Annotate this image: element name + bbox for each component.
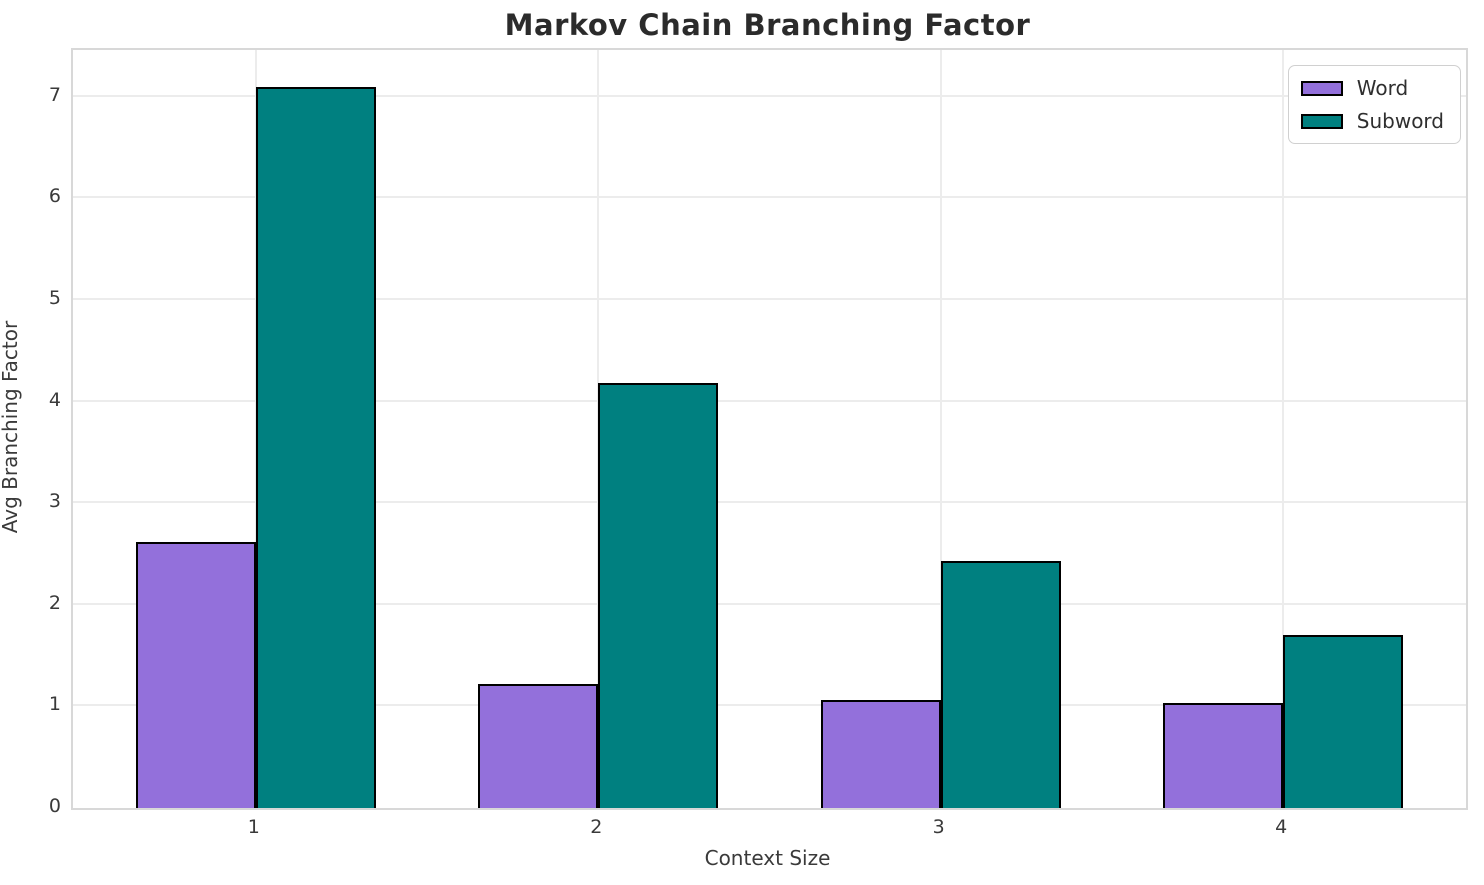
- bar-word-3: [820, 700, 941, 808]
- bar-subword-3: [940, 561, 1061, 808]
- legend-label: Subword: [1356, 109, 1444, 133]
- gridline-vertical: [1282, 50, 1285, 808]
- gridline-horizontal: [73, 399, 1466, 402]
- x-tick-label: 3: [932, 816, 945, 838]
- y-tick-label: 1: [48, 693, 61, 716]
- y-tick-label: 0: [48, 795, 61, 817]
- gridline-horizontal: [73, 297, 1466, 300]
- gridline-horizontal: [73, 602, 1466, 605]
- y-tick-label: 2: [48, 591, 61, 614]
- x-axis-label: Context Size: [704, 846, 831, 870]
- legend-item-subword: Subword: [1300, 109, 1444, 133]
- gridline-horizontal: [73, 94, 1466, 97]
- x-tick-label: 2: [590, 816, 603, 838]
- bar-subword-1: [255, 86, 376, 808]
- legend-label: Word: [1356, 76, 1409, 100]
- plot-area: Word Subword: [71, 48, 1468, 810]
- bar-subword-2: [598, 383, 719, 808]
- y-tick-label: 5: [48, 286, 61, 309]
- gridline-horizontal: [73, 196, 1466, 199]
- gridline-vertical: [939, 50, 942, 808]
- legend-item-word: Word: [1300, 76, 1444, 100]
- bar-word-1: [136, 541, 256, 808]
- y-tick-label: 4: [48, 388, 61, 411]
- x-tick-label: 4: [1275, 816, 1288, 838]
- bar-word-2: [478, 684, 599, 808]
- y-tick-label: 3: [48, 490, 61, 513]
- gridline-horizontal: [73, 501, 1466, 504]
- bar-word-4: [1163, 703, 1284, 808]
- legend-swatch-subword: [1300, 113, 1343, 129]
- legend-swatch-word: [1300, 80, 1343, 96]
- chart-title: Markov Chain Branching Factor: [504, 8, 1031, 42]
- gridline-horizontal: [73, 704, 1466, 707]
- legend: Word Subword: [1287, 65, 1461, 144]
- y-tick-label: 7: [48, 83, 61, 106]
- bar-subword-4: [1283, 635, 1403, 808]
- y-tick-label: 6: [48, 185, 61, 208]
- x-tick-label: 1: [247, 816, 260, 838]
